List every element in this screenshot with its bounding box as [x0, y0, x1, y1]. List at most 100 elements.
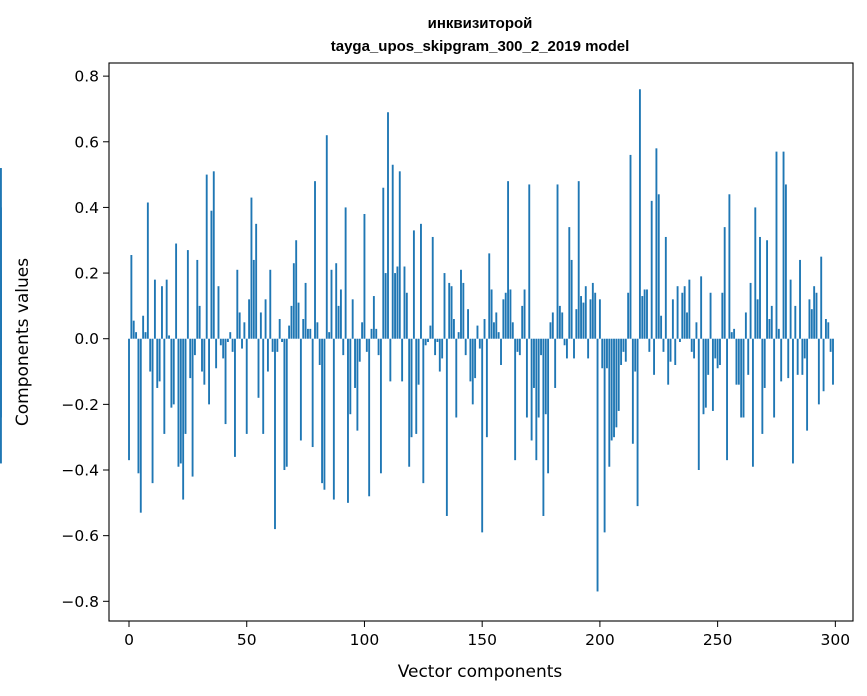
bar [210, 210, 213, 339]
bar [575, 309, 578, 339]
bar [820, 256, 823, 339]
bar [264, 299, 267, 339]
bar [716, 338, 719, 369]
bar [627, 292, 630, 339]
bar [733, 328, 736, 339]
bar [502, 299, 505, 339]
bar [368, 338, 371, 497]
bar [382, 187, 385, 339]
bar [363, 213, 366, 339]
bar [794, 305, 797, 339]
bar [660, 315, 663, 339]
bar [137, 338, 140, 474]
bar [372, 296, 375, 339]
bar [813, 286, 816, 339]
bar [349, 338, 352, 415]
bar [332, 338, 335, 500]
bar [130, 255, 133, 339]
bar [474, 338, 477, 379]
bar [613, 338, 615, 438]
bar [259, 312, 262, 339]
bar [234, 338, 236, 457]
bar [643, 289, 646, 339]
bar [540, 338, 542, 356]
bar [759, 236, 761, 339]
bar [784, 184, 787, 339]
bar [808, 299, 811, 339]
bar [490, 289, 493, 339]
bar [478, 338, 481, 349]
bar [438, 338, 441, 372]
bar [657, 194, 660, 339]
bar [570, 259, 573, 339]
bar [500, 338, 502, 365]
bar [323, 338, 326, 490]
bar [740, 338, 743, 418]
bar [288, 325, 291, 339]
x-tick-label: 0 [124, 631, 134, 649]
bar [780, 338, 783, 382]
bar [693, 338, 696, 359]
bar [679, 338, 681, 342]
bar [337, 305, 340, 339]
bar [471, 338, 474, 405]
bar [742, 338, 745, 418]
y-tick-label: 0.6 [74, 133, 99, 151]
bar [297, 302, 300, 339]
bar [161, 286, 163, 339]
bar [646, 289, 648, 339]
bar [191, 338, 194, 477]
bar [620, 338, 623, 365]
bar [153, 279, 156, 339]
bar [168, 335, 170, 339]
chart-title: инквизиторой [428, 15, 533, 32]
bar [276, 338, 279, 352]
y-tick-label: −0.6 [61, 527, 99, 545]
x-tick-label: 100 [350, 631, 380, 649]
bar [434, 338, 437, 356]
bar [0, 338, 2, 365]
bar [274, 338, 276, 530]
bar [193, 338, 196, 356]
bar [311, 338, 314, 448]
bar [342, 338, 345, 356]
bar [387, 112, 389, 339]
bar [547, 338, 550, 474]
bar [504, 292, 507, 339]
bar [561, 312, 564, 339]
bar [514, 338, 517, 461]
bar [452, 319, 455, 339]
bar [749, 282, 752, 339]
bar [702, 338, 705, 415]
bar [464, 338, 467, 356]
bar [754, 207, 757, 339]
bar [417, 338, 420, 385]
bar [149, 338, 152, 372]
bar [615, 338, 618, 428]
bar [537, 338, 540, 418]
x-tick-label: 200 [585, 631, 615, 649]
bar [587, 338, 590, 359]
bar [229, 332, 232, 339]
bar [598, 299, 601, 339]
bar [318, 338, 321, 365]
bar [815, 292, 818, 339]
bar [763, 338, 766, 388]
bar [495, 312, 498, 339]
bar [441, 338, 444, 359]
bar [558, 305, 561, 339]
bar [151, 338, 154, 484]
bar [521, 305, 524, 339]
bar [295, 240, 298, 339]
bar [292, 263, 295, 339]
bar [690, 338, 693, 352]
bar [638, 89, 641, 339]
bar [688, 279, 691, 339]
bar [424, 338, 427, 346]
bar [335, 263, 338, 339]
bar [248, 299, 251, 339]
bar [252, 259, 255, 339]
bar [243, 322, 246, 339]
bar [165, 279, 168, 339]
